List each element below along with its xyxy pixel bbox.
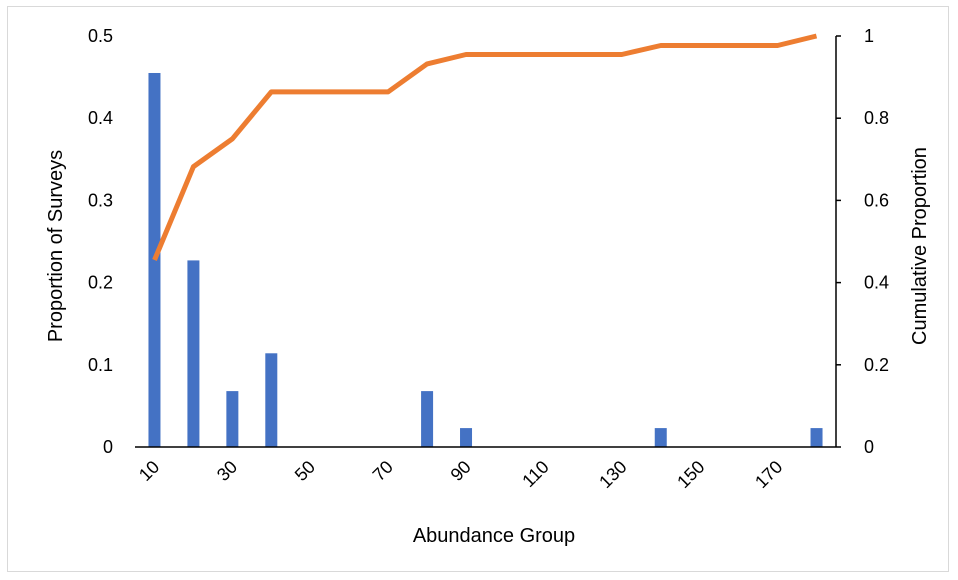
bar-20 xyxy=(187,260,200,447)
bar-series xyxy=(148,72,823,448)
x-axis-title: Abundance Group xyxy=(413,525,575,547)
right-tick-label: 0.8 xyxy=(864,108,889,128)
axes xyxy=(135,36,837,448)
right-tick-label: 0.6 xyxy=(864,190,889,210)
bar-90 xyxy=(460,428,473,447)
right-axis-ticks: 0 0.2 0.4 0.6 0.8 1 xyxy=(836,26,889,457)
left-tick-label: 0.2 xyxy=(88,273,113,293)
bar-30 xyxy=(226,391,239,447)
x-tick-label: 130 xyxy=(595,457,630,492)
right-tick-label: 0.2 xyxy=(864,355,889,375)
left-tick-label: 0.5 xyxy=(88,26,113,46)
left-tick-label: 0.3 xyxy=(88,190,113,210)
x-axis-ticks: 10 30 50 70 90 110 130 150 170 xyxy=(135,457,786,492)
cumulative-line xyxy=(152,33,818,261)
left-axis-ticks: 0 0.1 0.2 0.3 0.4 0.5 xyxy=(88,26,113,457)
right-tick-label: 1 xyxy=(864,26,874,46)
bar-40 xyxy=(265,353,278,447)
right-tick-label: 0 xyxy=(864,437,874,457)
x-tick-label: 150 xyxy=(673,457,708,492)
left-tick-label: 0 xyxy=(103,437,113,457)
left-tick-label: 0.4 xyxy=(88,108,113,128)
chart-frame xyxy=(7,6,949,572)
x-tick-label: 170 xyxy=(751,457,786,492)
right-tick-label: 0.4 xyxy=(864,273,889,293)
right-axis-title: Cumulative Proportion xyxy=(909,147,931,345)
left-axis-title: Proportion of Surveys xyxy=(45,150,67,342)
left-tick-label: 0.1 xyxy=(88,355,113,375)
x-tick-label: 70 xyxy=(369,457,397,485)
x-tick-label: 90 xyxy=(447,457,475,485)
x-tick-label: 110 xyxy=(518,457,552,491)
x-tick-label: 50 xyxy=(291,457,319,485)
line-series xyxy=(152,33,818,261)
bar-140 xyxy=(654,428,667,447)
x-tick-label: 10 xyxy=(135,457,163,485)
x-tick-label: 30 xyxy=(213,457,241,485)
bar-80 xyxy=(421,391,434,447)
bar-10 xyxy=(148,72,161,448)
bar-180 xyxy=(810,428,823,447)
